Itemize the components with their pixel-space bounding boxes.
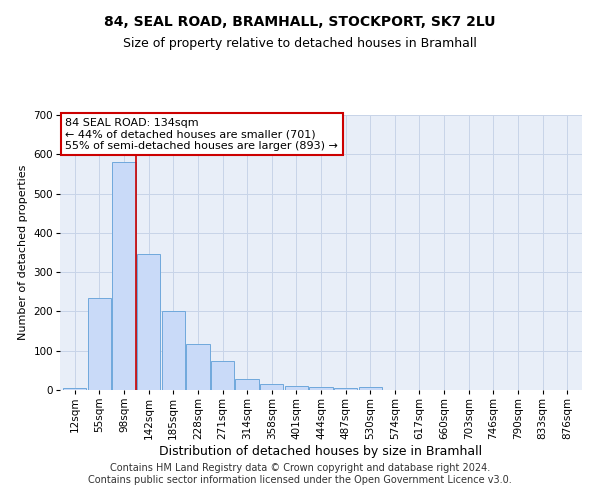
- Bar: [334, 388, 358, 390]
- Bar: [235, 380, 259, 390]
- Bar: [63, 388, 86, 390]
- Text: 84 SEAL ROAD: 134sqm
← 44% of detached houses are smaller (701)
55% of semi-deta: 84 SEAL ROAD: 134sqm ← 44% of detached h…: [65, 118, 338, 151]
- Bar: [211, 360, 234, 390]
- Bar: [284, 386, 308, 390]
- Bar: [161, 312, 185, 390]
- Bar: [112, 162, 136, 390]
- Bar: [186, 344, 209, 390]
- Text: 84, SEAL ROAD, BRAMHALL, STOCKPORT, SK7 2LU: 84, SEAL ROAD, BRAMHALL, STOCKPORT, SK7 …: [104, 15, 496, 29]
- X-axis label: Distribution of detached houses by size in Bramhall: Distribution of detached houses by size …: [160, 444, 482, 458]
- Bar: [88, 298, 111, 390]
- Text: Contains HM Land Registry data © Crown copyright and database right 2024.
Contai: Contains HM Land Registry data © Crown c…: [88, 464, 512, 485]
- Bar: [137, 254, 160, 390]
- Bar: [260, 384, 283, 390]
- Bar: [310, 387, 332, 390]
- Text: Size of property relative to detached houses in Bramhall: Size of property relative to detached ho…: [123, 38, 477, 51]
- Bar: [359, 387, 382, 390]
- Y-axis label: Number of detached properties: Number of detached properties: [18, 165, 28, 340]
